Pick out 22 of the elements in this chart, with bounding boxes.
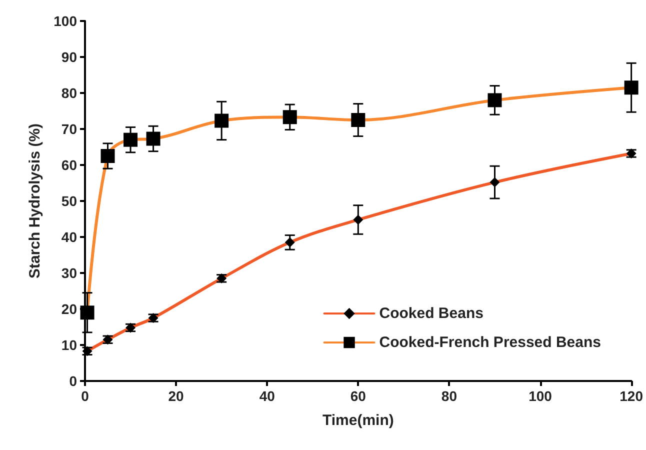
y-tick-label: 80	[61, 85, 78, 101]
x-tick-label: 80	[441, 388, 458, 404]
y-tick-label: 100	[54, 13, 78, 29]
y-tick-label: 40	[61, 229, 78, 245]
legend-label: Cooked-French Pressed Beans	[379, 334, 602, 351]
legend-label: Cooked Beans	[379, 305, 484, 322]
y-tick-label: 10	[61, 337, 78, 353]
y-tick-label: 0	[69, 373, 78, 389]
y-tick-label: 70	[61, 121, 78, 137]
x-tick-label: 100	[528, 388, 552, 404]
x-axis-title: Time(min)	[322, 412, 394, 429]
x-tick-label: 60	[350, 388, 366, 404]
y-tick-label: 50	[61, 193, 78, 209]
y-tick-label: 30	[61, 265, 78, 281]
y-tick-label: 90	[61, 49, 78, 65]
y-tick-label: 20	[61, 301, 78, 317]
x-tick-label: 40	[259, 388, 276, 404]
x-tick-label: 20	[168, 388, 184, 404]
x-tick-label: 0	[81, 388, 90, 404]
x-tick-label: 120	[620, 388, 644, 404]
y-axis-title: Starch Hydrolysis (%)	[26, 123, 44, 279]
y-tick-label: 60	[61, 157, 78, 173]
